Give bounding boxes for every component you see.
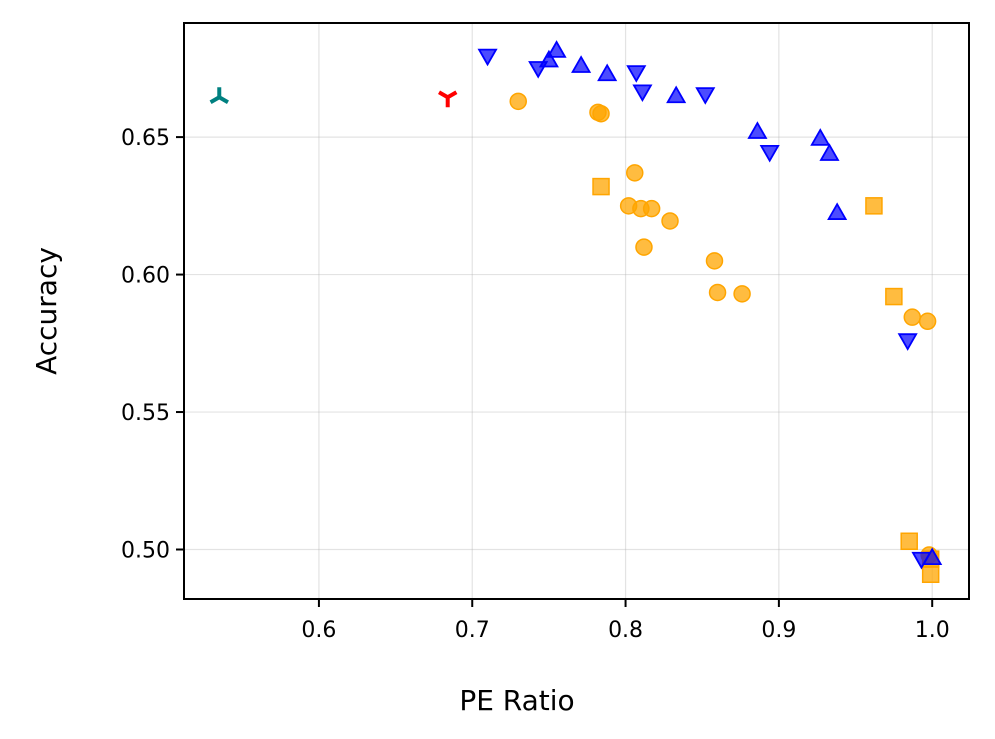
data-point-circle	[708, 283, 727, 302]
data-points	[209, 40, 943, 584]
data-point-square	[865, 197, 883, 215]
data-point-square	[885, 287, 903, 306]
data-point-triangle-down	[695, 87, 716, 105]
data-point-square	[921, 565, 940, 584]
plot-frame	[183, 22, 970, 600]
y-tick-label: 0.50	[121, 539, 170, 564]
y-axis: 0.50 0.55 0.60 0.65	[121, 126, 184, 564]
data-point-triangle-up	[546, 40, 567, 58]
data-point-triangle-up	[597, 63, 618, 82]
data-point-triangle-up	[810, 128, 831, 146]
data-point-circle	[509, 92, 527, 111]
data-point-triangle-down	[632, 84, 653, 103]
data-point-circle	[918, 312, 937, 331]
data-point-triangle-up	[827, 202, 848, 220]
data-point-tri-down	[438, 90, 458, 108]
data-point-circle	[903, 308, 922, 326]
x-axis-label: PE Ratio	[459, 684, 574, 717]
y-tick-label: 0.55	[121, 401, 170, 426]
data-point-circle	[733, 285, 751, 303]
y-tick-label: 0.65	[121, 126, 170, 151]
data-point-triangle-up	[666, 85, 687, 104]
x-tick-label: 0.9	[761, 618, 796, 643]
data-point-triangle-down	[897, 333, 918, 351]
data-point-triangle-up	[571, 55, 592, 73]
data-point-circle	[592, 104, 610, 123]
y-tick-label: 0.60	[121, 264, 170, 289]
data-point-triangle-up	[819, 143, 840, 161]
x-tick-label: 1.0	[915, 618, 950, 643]
data-point-triangle-down	[477, 48, 498, 67]
data-point-circle	[626, 164, 644, 182]
data-point-triangle-down	[528, 61, 549, 79]
data-point-circle	[705, 252, 724, 270]
data-point-triangle-down	[911, 551, 932, 570]
data-point-circle	[661, 212, 679, 230]
x-axis: 0.6 0.7 0.8 0.9 1.0	[301, 599, 950, 643]
y-axis-label: Accuracy	[30, 247, 63, 375]
x-tick-label: 0.8	[608, 618, 643, 643]
data-point-triangle-down	[626, 65, 647, 83]
data-point-square	[592, 177, 610, 196]
data-point-circle	[642, 199, 661, 218]
data-point-square	[900, 532, 918, 551]
grid-lines	[184, 23, 969, 599]
x-tick-label: 0.6	[301, 618, 336, 643]
data-point-tri-up	[209, 87, 229, 104]
x-tick-label: 0.7	[455, 618, 490, 643]
data-point-triangle-up	[747, 121, 768, 139]
data-point-circle	[635, 238, 653, 256]
data-point-triangle-down	[759, 144, 780, 163]
